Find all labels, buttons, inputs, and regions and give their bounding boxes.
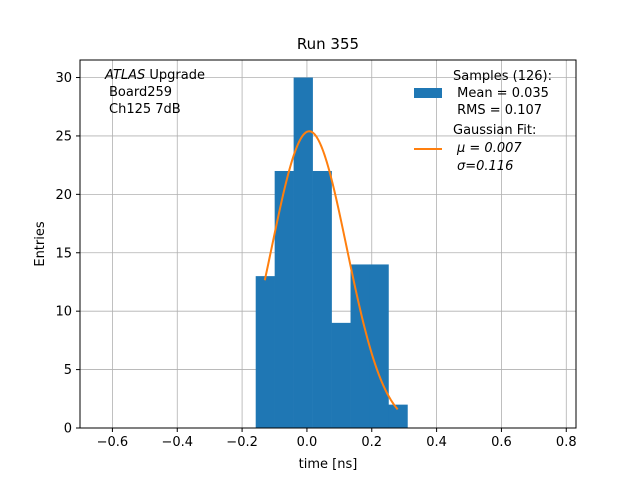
y-tick-label: 30 [55, 71, 72, 86]
legend-samples-rms: RMS = 0.107 [453, 103, 542, 118]
y-tick-label: 25 [55, 129, 72, 144]
legend-samples-title: Samples (126): [453, 69, 552, 84]
histogram-bars [255, 77, 408, 429]
histogram-bar [350, 264, 370, 428]
legend-samples-mean: Mean = 0.035 [453, 86, 549, 101]
histogram-bar [255, 276, 275, 428]
plot-frame [79, 59, 577, 429]
chart-title: Run 355 [297, 35, 359, 53]
histogram-bar [369, 264, 389, 428]
y-tick-label: 20 [55, 188, 72, 203]
axis-ticks: −0.6 −0.4 −0.2 0.0 0.2 0.4 0.6 0.8 0 5 10 15 20 25 30 [55, 71, 576, 450]
x-axis-label: time [ns] [299, 457, 358, 472]
histogram-bar [388, 404, 408, 428]
x-tick-label: −0.2 [226, 435, 258, 450]
legend-fit-mu: μ = 0.007 [456, 141, 522, 156]
x-tick-label: 0.6 [491, 435, 512, 450]
y-tick-label: 15 [55, 246, 72, 261]
legend: Samples (126): Mean = 0.035 RMS = 0.107 … [414, 69, 552, 174]
annotation-italic: ATLAS [104, 68, 145, 83]
annotation-line-3: Ch125 7dB [109, 102, 181, 117]
x-tick-label: 0.4 [426, 435, 447, 450]
y-tick-label: 5 [64, 363, 72, 378]
x-tick-label: 0.2 [361, 435, 382, 450]
x-tick-label: 0.0 [297, 435, 318, 450]
histogram-bar [274, 170, 294, 428]
x-tick-label: −0.4 [161, 435, 193, 450]
x-tick-label: −0.6 [97, 435, 129, 450]
histogram-bar [312, 170, 332, 428]
gaussian-fit-line [263, 130, 399, 411]
legend-fit-sigma: σ=0.116 [457, 159, 513, 174]
annotation-rest: Upgrade [145, 68, 205, 83]
atlas-annotation: ATLAS Upgrade Board259 Ch125 7dB [104, 68, 205, 117]
legend-fit-title: Gaussian Fit: [453, 123, 536, 138]
x-tick-label: 0.8 [556, 435, 577, 450]
y-tick-label: 0 [64, 422, 72, 437]
histogram-bar [293, 77, 313, 429]
legend-swatch-samples [414, 88, 442, 98]
y-tick-label: 10 [55, 305, 72, 320]
annotation-line-2: Board259 [109, 85, 172, 100]
y-axis-label: Entries [33, 221, 48, 267]
histogram-bar [331, 322, 351, 428]
annotation-line-1: ATLAS Upgrade [104, 68, 205, 83]
gaussian-fit [263, 130, 399, 411]
